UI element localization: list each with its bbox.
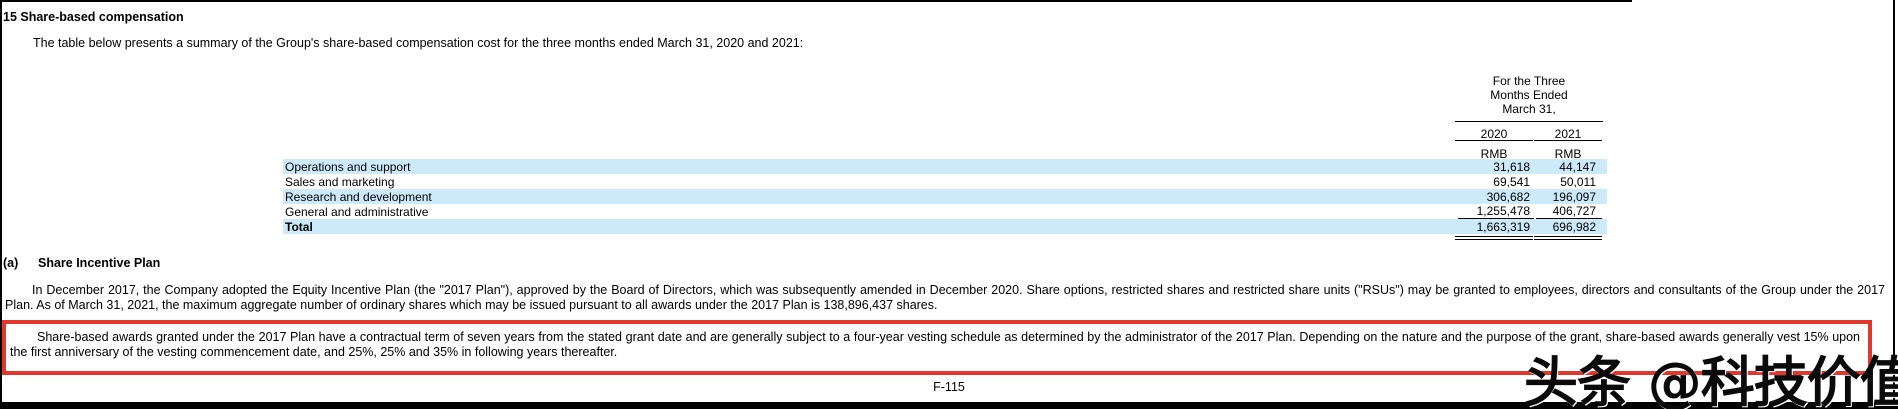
row-label: Sales and marketing <box>285 174 395 189</box>
page-number: F-115 <box>933 380 965 394</box>
value-2020: 1,663,319 <box>1476 219 1530 234</box>
subsection-marker: (a) <box>3 256 19 270</box>
table-row: Research and development 306,682 196,097 <box>283 189 1607 204</box>
table-period-header: For the Three Months Ended March 31, <box>1455 74 1603 122</box>
value-2020: 31,618 <box>1493 159 1530 174</box>
page-border-right <box>1893 0 1895 409</box>
value-2020: 1,255,478 <box>1458 204 1534 219</box>
total-double-rule <box>1534 236 1602 240</box>
vesting-terms-paragraph: Share-based awards granted under the 201… <box>10 330 1860 359</box>
currency-label-2021: RMB <box>1554 147 1582 161</box>
column-header-2020: 2020 <box>1455 127 1533 141</box>
table-row: Sales and marketing 69,541 50,011 <box>283 174 1607 189</box>
watermark-text: 头条 @科技价值 <box>1524 351 1898 409</box>
value-2020: 69,541 <box>1493 174 1530 189</box>
column-header-2021: 2021 <box>1534 127 1602 141</box>
value-2021: 196,097 <box>1552 189 1596 204</box>
page-border-left <box>0 0 2 409</box>
bottom-black-bar <box>0 402 1898 409</box>
table-row: General and administrative 1,255,478 406… <box>283 204 1607 219</box>
value-2021: 696,982 <box>1552 219 1596 234</box>
value-2021: 50,011 <box>1560 174 1596 189</box>
intro-paragraph: The table below presents a summary of th… <box>33 36 804 50</box>
currency-label-2020: RMB <box>1480 147 1508 161</box>
row-label: Research and development <box>285 189 432 204</box>
period-header-line: March 31, <box>1502 102 1556 116</box>
value-2020: 306,682 <box>1486 189 1530 204</box>
table-row: Operations and support 31,618 44,147 <box>283 159 1607 174</box>
subsection-title: Share Incentive Plan <box>38 256 161 270</box>
table-total-row: Total 1,663,319 696,982 <box>283 219 1607 234</box>
value-2021: 44,147 <box>1559 159 1596 174</box>
period-header-line: Months Ended <box>1490 88 1568 102</box>
subsection-heading: (a) Share Incentive Plan <box>3 256 160 270</box>
plan-description-paragraph: In December 2017, the Company adopted th… <box>5 283 1885 312</box>
value-2021: 406,727 <box>1536 204 1602 219</box>
row-label: General and administrative <box>285 204 429 219</box>
row-label: Operations and support <box>285 159 411 174</box>
note-heading: 15 Share-based compensation <box>3 10 184 24</box>
page-border-top <box>0 0 1632 2</box>
total-double-rule <box>1455 236 1533 240</box>
red-highlight-box: Share-based awards granted under the 201… <box>2 320 1872 375</box>
row-label: Total <box>285 219 313 234</box>
period-header-line: For the Three <box>1492 74 1566 88</box>
